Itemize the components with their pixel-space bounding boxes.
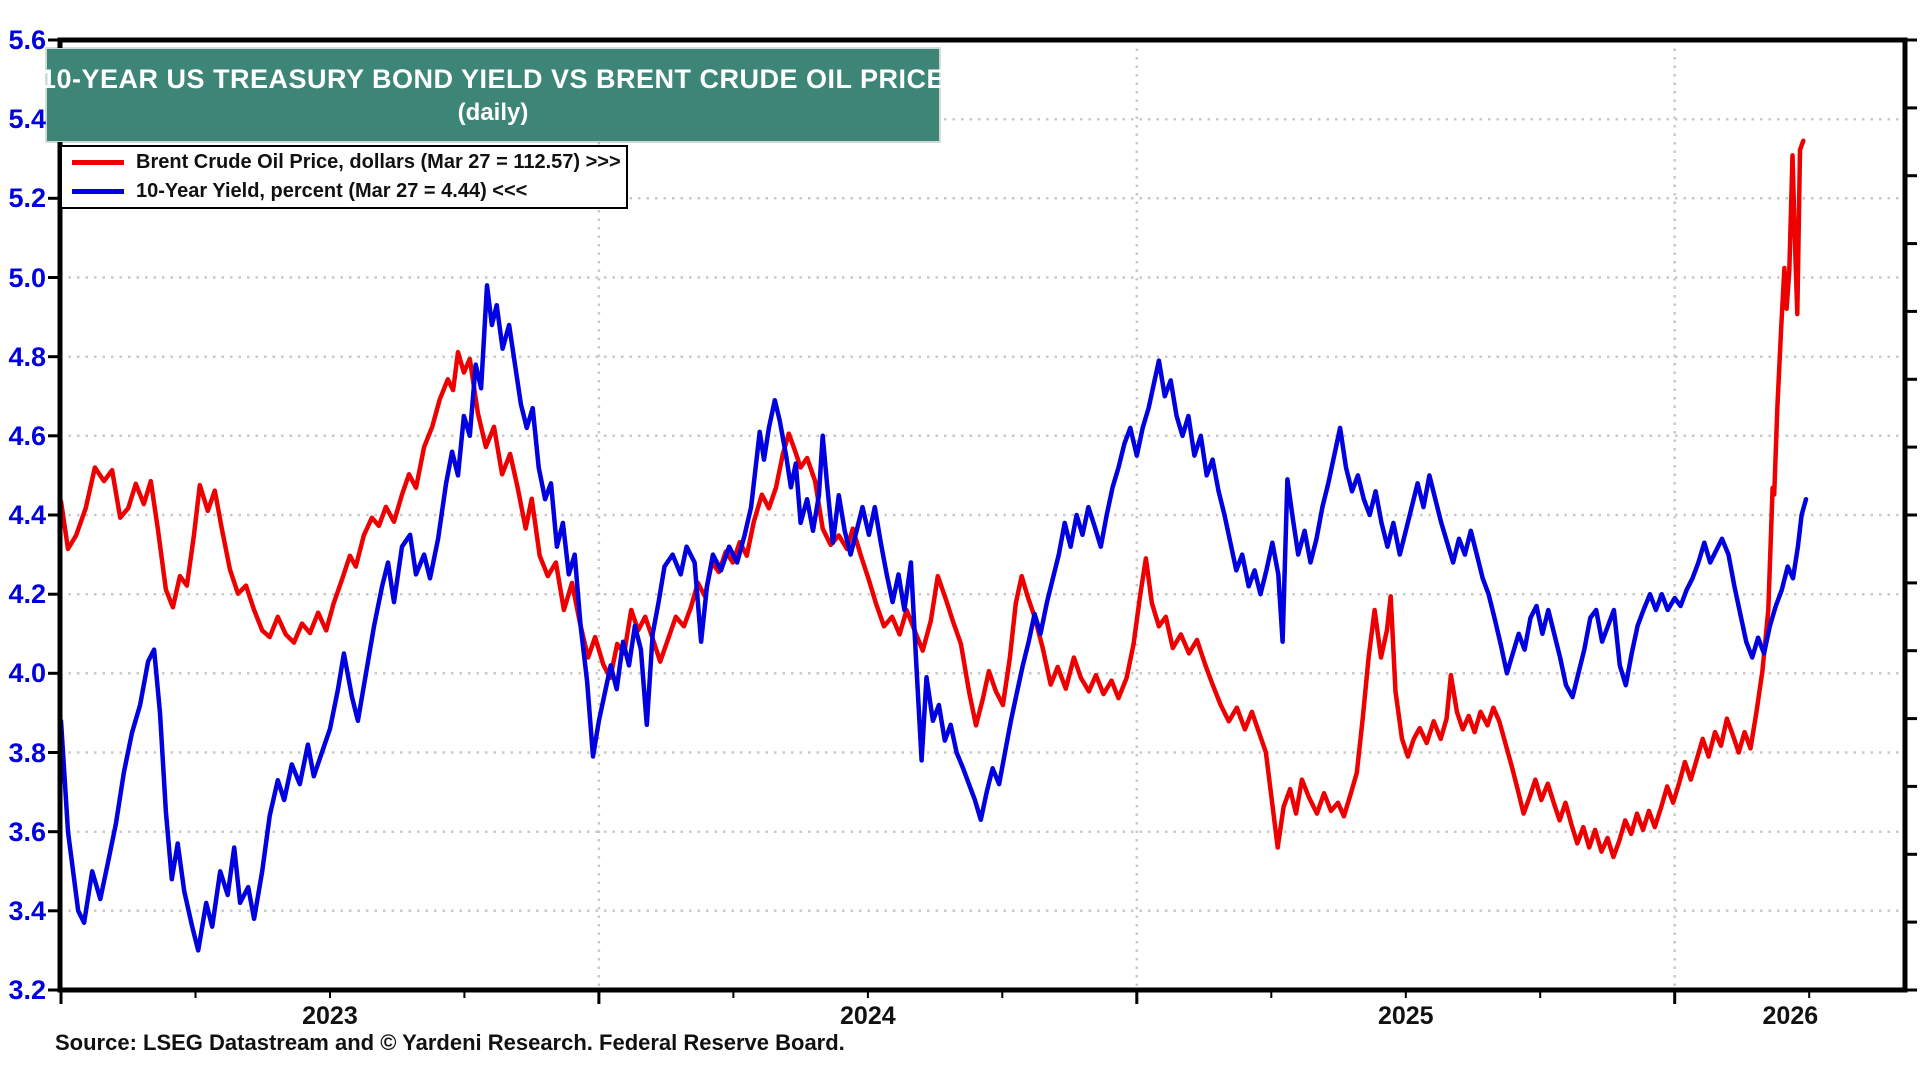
chart-title: 10-YEAR US TREASURY BOND YIELD VS BRENT … bbox=[40, 63, 946, 94]
source-note: Source: LSEG Datastream and © Yardeni Re… bbox=[55, 1030, 845, 1055]
plot-border bbox=[57, 37, 1908, 993]
yield-line-swatch bbox=[72, 189, 124, 194]
left-axis-label: 4.8 bbox=[8, 341, 46, 372]
legend-item-yield: 10-Year Yield, percent (Mar 27 = 4.44) <… bbox=[72, 179, 626, 205]
left-axis-label: 3.2 bbox=[8, 975, 46, 1005]
left-axis-label: 3.4 bbox=[8, 895, 46, 926]
left-axis-label: 5.6 bbox=[8, 25, 46, 55]
x-axis-year-label: 2023 bbox=[302, 1002, 358, 1030]
left-axis-label: 3.6 bbox=[8, 816, 46, 847]
left-axis-label: 5.2 bbox=[8, 183, 46, 214]
left-axis-label: 5.0 bbox=[8, 262, 46, 293]
legend-label-yield: 10-Year Yield, percent (Mar 27 = 4.44) <… bbox=[136, 180, 528, 202]
brent-line bbox=[60, 138, 1806, 860]
yield-line bbox=[60, 283, 1809, 953]
chart-subtitle: (daily) bbox=[457, 98, 529, 126]
left-axis-label: 4.4 bbox=[8, 500, 46, 530]
left-axis-label: 4.2 bbox=[8, 579, 46, 610]
brent-line-swatch bbox=[72, 160, 124, 165]
x-axis-year-label: 2024 bbox=[840, 1002, 896, 1030]
left-axis-label: 3.8 bbox=[8, 737, 46, 768]
left-axis-label: 4.0 bbox=[8, 658, 46, 689]
legend-item-brent: Brent Crude Oil Price, dollars (Mar 27 =… bbox=[72, 150, 626, 176]
left-axis-label: 5.4 bbox=[8, 104, 46, 135]
x-axis-year-label: 2025 bbox=[1377, 1002, 1434, 1030]
legend-box: Brent Crude Oil Price, dollars (Mar 27 =… bbox=[60, 145, 628, 209]
chart-title-box: 10-YEAR US TREASURY BOND YIELD VS BRENT … bbox=[41, 48, 945, 142]
x-axis-year-label: 2026 bbox=[1762, 1002, 1819, 1030]
left-axis-label: 4.6 bbox=[8, 420, 46, 451]
legend-label-brent: Brent Crude Oil Price, dollars (Mar 27 =… bbox=[136, 151, 621, 173]
